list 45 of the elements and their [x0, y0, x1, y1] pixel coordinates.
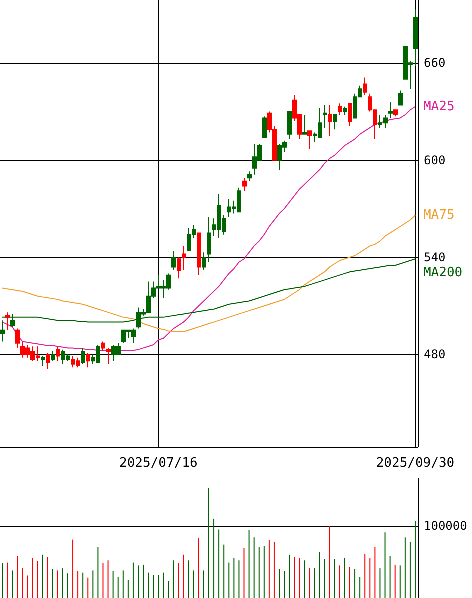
series-label: MA200 — [423, 266, 463, 281]
candlestick — [398, 90, 403, 106]
candlestick — [328, 104, 332, 137]
candlestick — [247, 171, 252, 182]
candlestick — [388, 102, 393, 119]
candlestick — [202, 252, 206, 271]
candlestick — [262, 116, 267, 138]
candlestick — [106, 348, 111, 365]
candlestick — [333, 114, 337, 130]
candlestick — [393, 110, 398, 118]
y-tick-label: 540 — [424, 250, 446, 265]
candlestick — [177, 257, 181, 280]
candlestick — [5, 312, 10, 331]
candlestick — [182, 246, 186, 271]
series-label: MA75 — [423, 208, 455, 223]
candlestick — [338, 103, 342, 116]
candlestick — [323, 104, 327, 128]
y-tick-label: 660 — [424, 56, 446, 70]
candlestick — [343, 106, 347, 116]
x-tick-label: 2025/07/16 — [120, 456, 198, 471]
line-series — [2, 214, 416, 333]
y-tick-label: 100000 — [424, 519, 468, 534]
candlestick — [307, 130, 312, 150]
candlestick — [363, 77, 367, 96]
candlestick — [56, 346, 60, 362]
candlestick — [101, 341, 105, 352]
candlestick — [0, 320, 5, 342]
candlestick — [171, 250, 176, 271]
candlestick — [51, 350, 55, 362]
candlestick — [413, 9, 418, 67]
candlestick — [15, 328, 20, 349]
candlestick — [242, 178, 247, 192]
candlestick — [41, 356, 45, 367]
candlestick — [46, 352, 50, 370]
x-tick-label: 2025/09/30 — [376, 456, 455, 471]
candlestick — [287, 111, 292, 140]
candlestick — [81, 348, 85, 365]
candlestick — [348, 103, 352, 127]
candlestick — [207, 216, 211, 263]
series-label: MA25 — [423, 99, 455, 114]
candlestick — [302, 114, 307, 135]
y-tick-label: 480 — [424, 348, 446, 362]
candlestick — [197, 232, 201, 276]
y-tick-label: 600 — [424, 153, 446, 168]
candlestick — [86, 352, 90, 368]
